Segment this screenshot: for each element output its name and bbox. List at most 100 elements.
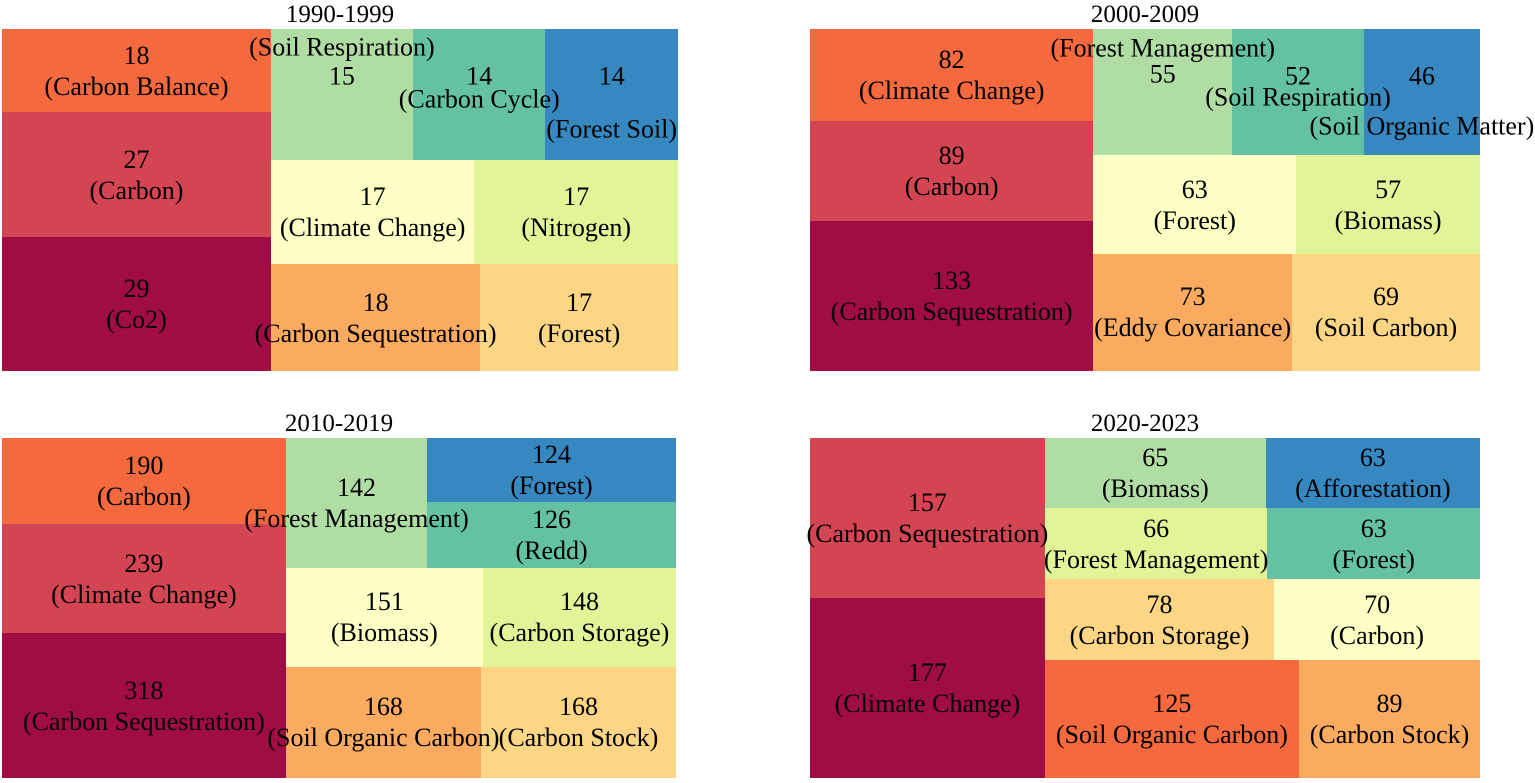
cell-value: 52 <box>1285 61 1312 91</box>
treemap-cell-carbon-stock: 168 (Carbon Stock) <box>480 666 676 778</box>
treemap-cell-carbon-cycle: 14 (Carbon Cycle) <box>399 29 560 161</box>
cell-label: (Carbon Sequestration) <box>254 318 497 348</box>
cell-text: 125 (Soil Organic Carbon) <box>1056 688 1288 750</box>
cell-value: 168 <box>363 692 403 722</box>
cell-value: 14 <box>466 61 493 91</box>
cell-label: (Soil Carbon) <box>1314 313 1458 343</box>
cell-label: (Soil Respiration) <box>1205 82 1391 112</box>
treemap-cell-carbon: 27 (Carbon) <box>2 112 271 237</box>
cell-text: 57 (Biomass) <box>1335 174 1442 236</box>
cell-text: 82 (Climate Change) <box>859 44 1045 106</box>
cell-value: 124 <box>532 440 572 470</box>
cell-label: (Biomass) <box>330 618 438 648</box>
cell-text: 29 (Co2) <box>106 273 167 335</box>
cell-value: 151 <box>364 587 404 617</box>
treemap-cell-forest-management: 66 (Forest Management) <box>1044 508 1269 580</box>
treemap-cell-carbon: 190 (Carbon) <box>2 438 286 525</box>
cell-label: (Carbon) <box>1330 620 1425 650</box>
cell-text: 18 (Carbon Balance) <box>44 40 228 102</box>
cell-value: 126 <box>532 505 572 535</box>
cell-value: 17 <box>566 287 593 317</box>
treemap-cell-climate-change: 17 (Climate Change) <box>270 160 475 265</box>
cell-label: (Forest Soil) <box>546 114 678 144</box>
treemap-cell-carbon-sequestration: 18 (Carbon Sequestration) <box>255 264 497 371</box>
cell-value: 14 <box>598 61 625 91</box>
cell-label: (Carbon Balance) <box>44 71 229 101</box>
cell-value: 55 <box>1149 59 1176 89</box>
cell-label: (Forest Management) <box>244 503 469 533</box>
cell-label: (Soil Organic Carbon) <box>267 723 500 753</box>
cell-value: 82 <box>938 45 965 75</box>
treemap-cell-carbon: 70 (Carbon) <box>1274 579 1480 661</box>
cell-label: (Forest) <box>537 318 621 348</box>
cell-label: (Carbon) <box>904 172 999 202</box>
cell-value: 190 <box>124 451 164 481</box>
cell-value: 18 <box>362 287 389 317</box>
cell-text: 63 (Forest) <box>1154 174 1236 236</box>
cell-value: 27 <box>123 144 150 174</box>
cell-value: 318 <box>124 675 164 705</box>
treemap-2000-2009: 2000-2009 82 (Climate Change) 55 (Forest Man… <box>810 1 1534 371</box>
treemap-cell-climate-change: 82 (Climate Change) <box>810 29 1094 122</box>
cell-label: (Biomass) <box>1334 205 1442 235</box>
treemap-cell-carbon-storage: 78 (Carbon Storage) <box>1044 579 1275 661</box>
cell-text: 89 (Carbon) <box>905 140 999 202</box>
cell-label: (Afforestation) <box>1295 474 1451 504</box>
cell-label: (Forest Management) <box>1043 544 1269 574</box>
treemap-cell-carbon: 89 (Carbon) <box>810 121 1094 222</box>
cell-label: (Carbon Sequestration) <box>830 297 1073 327</box>
cell-label: (Soil Respiration) <box>249 32 435 62</box>
treemap-cell-forest: 124 (Forest) <box>427 438 676 503</box>
cell-text: 63 (Forest) <box>1333 513 1415 575</box>
treemap-cell-soil-carbon: 69 (Soil Carbon) <box>1292 253 1480 371</box>
cell-label: (Carbon Stock) <box>1309 720 1470 750</box>
treemap-cell-soil-organic-carbon: 168 (Soil Organic Carbon) <box>267 666 499 778</box>
cell-value: 89 <box>1376 689 1403 719</box>
cell-text: 17 (Climate Change) <box>280 181 466 243</box>
cell-label: (Carbon Cycle) <box>398 84 560 114</box>
treemap-cell-forest: 63 (Forest) <box>1093 155 1297 254</box>
cell-text: 17 (Forest) <box>538 287 620 349</box>
chart-title: 2000-2009 <box>1090 1 1200 28</box>
treemap-cell-nitrogen: 17 (Nitrogen) <box>474 160 678 265</box>
cell-label: (Carbon Sequestration) <box>806 518 1049 548</box>
cell-label: (Forest) <box>510 471 593 501</box>
cell-text: 89 (Carbon Stock) <box>1310 688 1470 750</box>
treemap-cell-soil-organic-carbon: 125 (Soil Organic Carbon) <box>1044 660 1300 778</box>
cell-text: 177 (Climate Change) <box>835 657 1021 719</box>
treemap-cell-soil-respiration: 52 (Soil Respiration) <box>1205 29 1391 156</box>
cell-value: 168 <box>558 692 598 722</box>
cell-label: (Carbon Stock) <box>498 723 659 753</box>
treemap-cell-forest-management: 55 (Forest Management) <box>1050 29 1275 156</box>
cell-text: 70 (Carbon) <box>1330 589 1424 651</box>
cell-text: 168 (Soil Organic Carbon) <box>267 691 499 753</box>
cell-text: 168 (Carbon Stock) <box>499 691 659 753</box>
cell-text: 66 (Forest Management) <box>1044 513 1269 575</box>
cell-label: (Soil Organic Carbon) <box>1055 720 1288 750</box>
treemap-2010-2019: 2010-2019 190 (Carbon) 142 (Forest Managemen… <box>2 410 676 778</box>
cell-value: 69 <box>1373 282 1400 312</box>
cell-text: 17 (Nitrogen) <box>521 181 631 243</box>
cell-label: (Forest) <box>1153 205 1236 235</box>
cell-text: 65 (Biomass) <box>1102 442 1209 504</box>
cell-text: 142 (Forest Management) <box>244 472 469 534</box>
treemap-cell-forest: 17 (Forest) <box>480 264 678 371</box>
treemap-cell-soil-organic-matter: 46 (Soil Organic Matter) <box>1309 29 1534 156</box>
cell-value: 148 <box>559 587 599 617</box>
cell-text: 148 (Carbon Storage) <box>490 586 670 648</box>
cell-text: 78 (Carbon Storage) <box>1070 589 1250 651</box>
treemap-cell-carbon-sequestration: 157 (Carbon Sequestration) <box>806 438 1048 598</box>
chart-title: 2020-2023 <box>1090 410 1200 437</box>
cell-text: 69 (Soil Carbon) <box>1315 281 1457 343</box>
cell-text: 239 (Climate Change) <box>51 548 237 610</box>
cell-text: 73 (Eddy Covariance) <box>1094 281 1291 343</box>
treemap-cell-biomass: 151 (Biomass) <box>285 567 483 667</box>
treemap-cell-redd: 126 (Redd) <box>427 502 676 568</box>
cell-value: 142 <box>336 472 376 502</box>
cell-label: (Carbon Storage) <box>1069 620 1250 650</box>
treemap-1990-1999: 1990-1999 18 (Carbon Balance) 15 (Soil Respi… <box>2 1 678 371</box>
treemap-cell-eddy-covariance: 73 (Eddy Covariance) <box>1093 253 1293 371</box>
cell-text: 63 (Afforestation) <box>1295 442 1450 504</box>
treemap-cell-climate-change: 239 (Climate Change) <box>2 524 286 634</box>
